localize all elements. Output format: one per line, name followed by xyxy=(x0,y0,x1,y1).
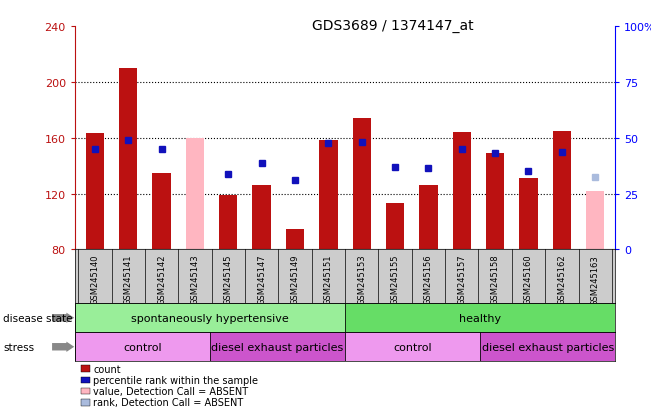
Text: GSM245160: GSM245160 xyxy=(524,254,533,305)
Bar xyxy=(353,119,371,250)
Bar xyxy=(219,195,238,250)
Bar xyxy=(452,133,471,250)
Text: GSM245156: GSM245156 xyxy=(424,254,433,305)
Bar xyxy=(152,173,171,250)
Text: GSM245155: GSM245155 xyxy=(391,254,400,304)
Bar xyxy=(210,332,345,361)
Bar xyxy=(480,332,615,361)
Text: GSM245142: GSM245142 xyxy=(157,254,166,304)
Text: rank, Detection Call = ABSENT: rank, Detection Call = ABSENT xyxy=(93,397,243,407)
Bar xyxy=(345,332,480,361)
Text: GSM245141: GSM245141 xyxy=(124,254,133,304)
Text: value, Detection Call = ABSENT: value, Detection Call = ABSENT xyxy=(93,386,248,396)
Bar xyxy=(553,131,571,250)
Text: GSM245147: GSM245147 xyxy=(257,254,266,305)
Bar xyxy=(586,191,604,250)
Bar xyxy=(186,138,204,250)
Text: GDS3689 / 1374147_at: GDS3689 / 1374147_at xyxy=(312,19,474,33)
Bar xyxy=(519,179,538,250)
Text: GSM245158: GSM245158 xyxy=(491,254,499,305)
Bar xyxy=(319,141,337,250)
Text: GSM245151: GSM245151 xyxy=(324,254,333,304)
Text: GSM245162: GSM245162 xyxy=(557,254,566,305)
Text: diesel exhaust particles: diesel exhaust particles xyxy=(482,342,614,352)
Text: GSM245145: GSM245145 xyxy=(224,254,233,304)
Bar xyxy=(386,204,404,250)
Text: GSM245157: GSM245157 xyxy=(457,254,466,305)
Text: diesel exhaust particles: diesel exhaust particles xyxy=(212,342,344,352)
Text: healthy: healthy xyxy=(459,313,501,323)
Text: control: control xyxy=(393,342,432,352)
Text: GSM245140: GSM245140 xyxy=(90,254,100,304)
Text: GSM245153: GSM245153 xyxy=(357,254,367,305)
Bar xyxy=(75,332,210,361)
Text: GSM245163: GSM245163 xyxy=(590,254,600,305)
Text: stress: stress xyxy=(3,342,35,352)
Text: GSM245149: GSM245149 xyxy=(290,254,299,304)
Text: disease state: disease state xyxy=(3,313,73,323)
Text: percentile rank within the sample: percentile rank within the sample xyxy=(93,375,258,385)
Text: spontaneously hypertensive: spontaneously hypertensive xyxy=(131,313,289,323)
Text: GSM245143: GSM245143 xyxy=(191,254,199,305)
Bar xyxy=(419,186,437,250)
Bar xyxy=(345,304,615,332)
Bar xyxy=(486,154,505,250)
Bar xyxy=(119,69,137,250)
Bar xyxy=(86,134,104,250)
Bar xyxy=(253,186,271,250)
Text: count: count xyxy=(93,364,120,374)
Text: control: control xyxy=(123,342,161,352)
Bar xyxy=(286,229,304,250)
Bar xyxy=(75,304,345,332)
